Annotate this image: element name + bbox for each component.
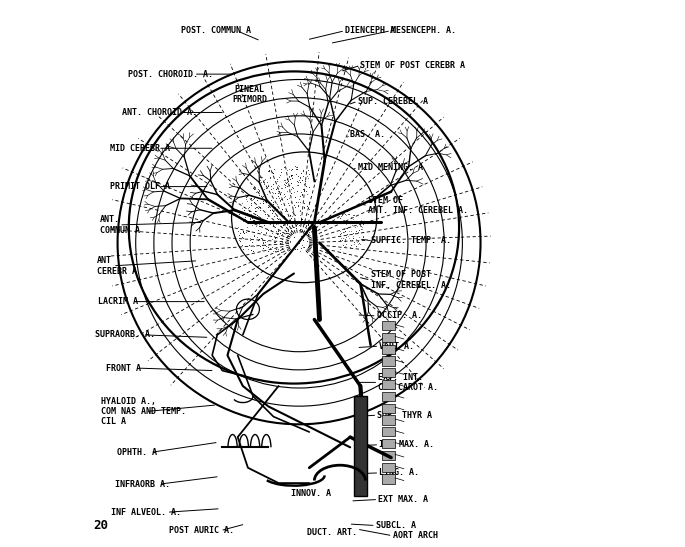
Bar: [382, 333, 395, 342]
Text: 20: 20: [93, 519, 108, 532]
Text: PRIMIT OLF A: PRIMIT OLF A: [110, 182, 170, 191]
Text: FRONT A: FRONT A: [106, 364, 141, 373]
Text: STEM OF
ANT. INF. CEREBEL A.: STEM OF ANT. INF. CEREBEL A.: [368, 196, 468, 215]
Text: DIENCEPH A: DIENCEPH A: [345, 26, 395, 35]
Text: POST. COMMUN A: POST. COMMUN A: [182, 26, 251, 35]
Text: POST AURIC A.: POST AURIC A.: [169, 526, 234, 535]
Text: SUP. CEREBEL A: SUP. CEREBEL A: [358, 97, 428, 106]
Text: SUPRAORB. A.: SUPRAORB. A.: [95, 330, 155, 339]
Bar: [353, 396, 367, 496]
Bar: [382, 474, 395, 484]
Text: INNOV. A: INNOV. A: [291, 489, 331, 498]
Text: SUPFIC. TEMP. A.: SUPFIC. TEMP. A.: [371, 236, 451, 245]
Text: EXT MAX. A: EXT MAX. A: [378, 495, 428, 504]
Text: SUBCL. A: SUBCL. A: [376, 521, 416, 530]
Bar: [382, 463, 395, 472]
Text: STEM OF POST CEREBR A: STEM OF POST CEREBR A: [360, 61, 465, 70]
Text: VERT A.: VERT A.: [379, 341, 414, 351]
Text: LING. A.: LING. A.: [379, 468, 419, 478]
Text: OPHTH. A: OPHTH. A: [116, 448, 157, 457]
Text: SUP. THYR A: SUP. THYR A: [377, 411, 432, 420]
Bar: [382, 404, 395, 413]
Bar: [382, 357, 395, 365]
Text: INFRAORB A.: INFRAORB A.: [115, 480, 170, 488]
Bar: [382, 427, 395, 437]
Bar: [382, 380, 395, 389]
Text: HYALOID A.,
COM NAS AND TEMP.
CIL A: HYALOID A., COM NAS AND TEMP. CIL A: [101, 397, 186, 427]
Bar: [382, 321, 395, 330]
Text: STEM OF POST
INF. CEREBEL. A.: STEM OF POST INF. CEREBEL. A.: [371, 270, 451, 290]
Text: LACRIM A: LACRIM A: [98, 297, 138, 306]
Text: BAS. A.: BAS. A.: [350, 130, 385, 139]
Text: MID MENING. A: MID MENING. A: [358, 163, 423, 172]
Bar: [382, 345, 395, 354]
Bar: [382, 415, 395, 424]
Text: OCCIP. A.: OCCIP. A.: [377, 311, 422, 321]
Text: DUCT. ART.: DUCT. ART.: [308, 528, 358, 537]
Text: INF ALVEOL. A.: INF ALVEOL. A.: [112, 508, 182, 517]
Text: ANT.
COMMUN A: ANT. COMMUN A: [100, 215, 140, 235]
Text: PINEAL
PRIMORD: PINEAL PRIMORD: [232, 85, 267, 104]
Text: INT MAX. A.: INT MAX. A.: [379, 440, 434, 449]
Text: MID CEREBR A: MID CEREBR A: [110, 144, 170, 153]
Text: MESENCEPH. A.: MESENCEPH. A.: [391, 26, 456, 35]
Bar: [382, 451, 395, 460]
Text: ANT. CHOROID A.: ANT. CHOROID A.: [122, 108, 197, 117]
Text: EXT. INT.
COM CAROT A.: EXT. INT. COM CAROT A.: [378, 373, 438, 392]
Text: AORT ARCH: AORT ARCH: [393, 531, 438, 540]
Bar: [382, 439, 395, 448]
Bar: [382, 368, 395, 377]
Text: ANT
CEREBR A: ANT CEREBR A: [97, 256, 137, 276]
Text: POST. CHOROID. A.: POST. CHOROID. A.: [128, 69, 213, 79]
Bar: [382, 392, 395, 401]
